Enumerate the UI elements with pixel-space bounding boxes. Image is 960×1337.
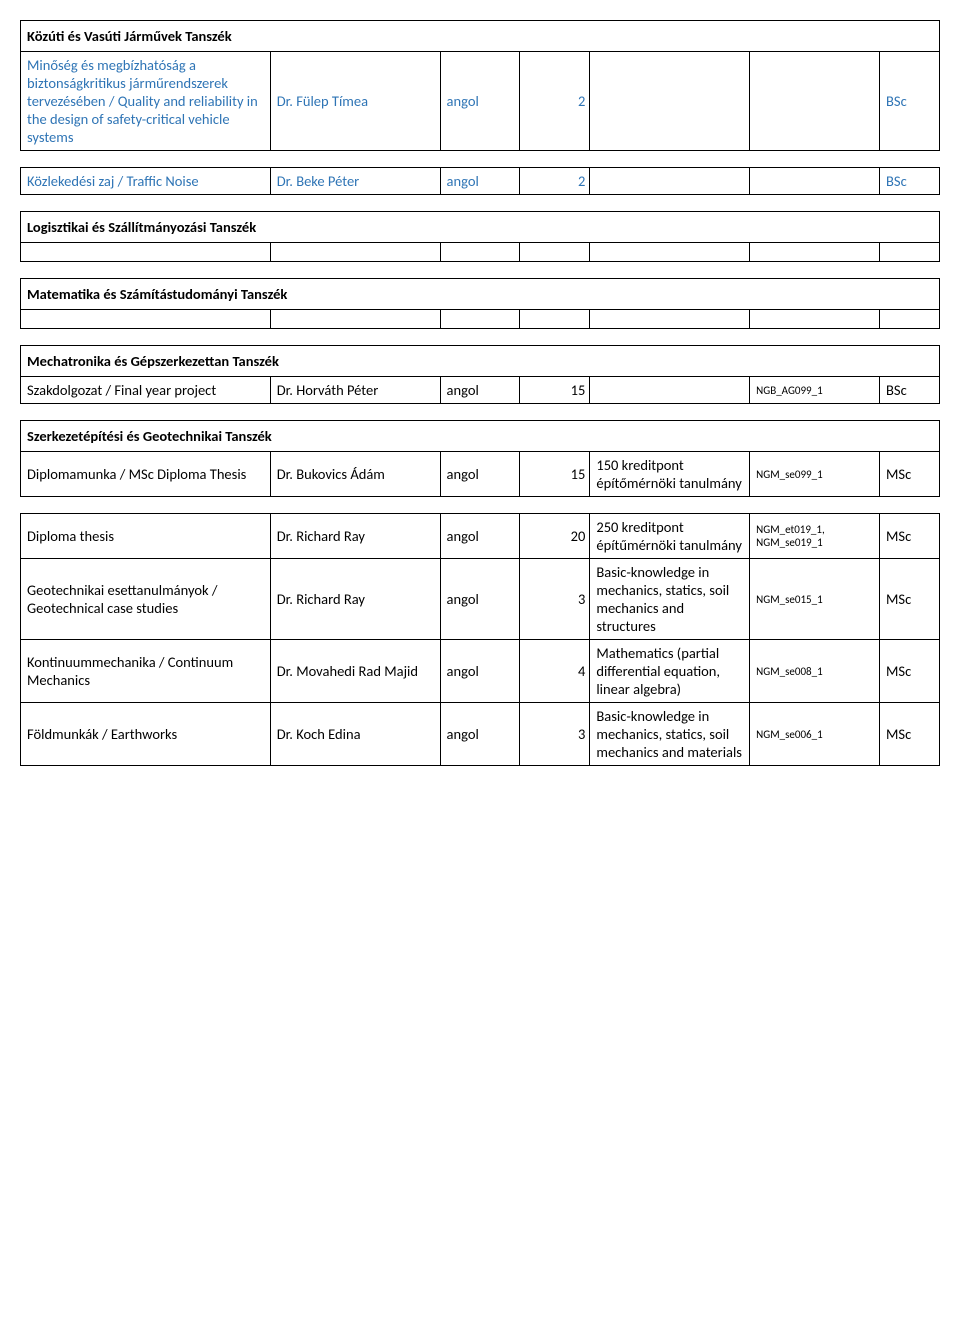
code-cell: NGM_se099_1 [750,452,880,497]
empty-row [21,243,940,262]
code-cell [750,168,880,195]
section-table: Logisztikai és Szállítmányozási Tanszék [20,211,940,262]
prereq-cell: Basic-knowledge in mechanics, statics, s… [590,559,750,640]
level-cell: MSc [880,559,940,640]
section-header-cell: Szerkezetépítési és Geotechnikai Tanszék [21,421,940,452]
section-table: Szerkezetépítési és Geotechnikai Tanszék… [20,420,940,497]
credit-cell: 3 [520,559,590,640]
prereq-cell: 150 kreditpont építőmérnöki tanulmány [590,452,750,497]
empty-cell [880,243,940,262]
lecturer-cell: Dr. Bukovics Ádám [270,452,440,497]
section-header-cell: Közúti és Vasúti Járművek Tanszék [21,21,940,52]
empty-cell [21,310,271,329]
credit-cell: 15 [520,377,590,404]
prereq-cell: 250 kreditpont építűmérnöki tanulmány [590,514,750,559]
table-row: Kontinuummechanika / Continuum Mechanics… [21,640,940,703]
empty-cell [590,243,750,262]
section-header-row: Matematika és Számítástudományi Tanszék [21,279,940,310]
code-cell [750,52,880,151]
empty-cell [270,243,440,262]
language-cell: angol [440,703,520,766]
table-row: Szakdolgozat / Final year projectDr. Hor… [21,377,940,404]
section-header-cell: Matematika és Számítástudományi Tanszék [21,279,940,310]
prereq-cell: Basic-knowledge in mechanics, statics, s… [590,703,750,766]
course-cell: Geotechnikai esettanulmányok / Geotechni… [21,559,271,640]
level-cell: BSc [880,377,940,404]
course-cell: Szakdolgozat / Final year project [21,377,271,404]
level-cell: MSc [880,514,940,559]
section-table: Közlekedési zaj / Traffic NoiseDr. Beke … [20,167,940,195]
code-cell: NGM_se015_1 [750,559,880,640]
course-cell: Közlekedési zaj / Traffic Noise [21,168,271,195]
section-header-row: Szerkezetépítési és Geotechnikai Tanszék [21,421,940,452]
code-cell: NGB_AG099_1 [750,377,880,404]
section-table: Matematika és Számítástudományi Tanszék [20,278,940,329]
prereq-cell [590,168,750,195]
table-row: Geotechnikai esettanulmányok / Geotechni… [21,559,940,640]
empty-cell [21,243,271,262]
prereq-cell [590,377,750,404]
empty-cell [590,310,750,329]
level-cell: MSc [880,452,940,497]
section-table: Mechatronika és Gépszerkezettan TanszékS… [20,345,940,404]
level-cell: MSc [880,640,940,703]
language-cell: angol [440,52,520,151]
lecturer-cell: Dr. Movahedi Rad Majid [270,640,440,703]
credit-cell: 2 [520,52,590,151]
language-cell: angol [440,452,520,497]
credit-cell: 15 [520,452,590,497]
lecturer-cell: Dr. Fülep Tímea [270,52,440,151]
credit-cell: 3 [520,703,590,766]
language-cell: angol [440,377,520,404]
code-cell: NGM_se006_1 [750,703,880,766]
empty-cell [270,310,440,329]
empty-cell [440,243,520,262]
lecturer-cell: Dr. Richard Ray [270,514,440,559]
empty-row [21,310,940,329]
empty-cell [880,310,940,329]
document-root: Közúti és Vasúti Járművek TanszékMinőség… [20,20,940,766]
lecturer-cell: Dr. Koch Edina [270,703,440,766]
table-row: Diploma thesisDr. Richard Rayangol20250 … [21,514,940,559]
empty-cell [520,310,590,329]
table-row: Minőség és megbízhatóság a biztonságkrit… [21,52,940,151]
section-header-cell: Mechatronika és Gépszerkezettan Tanszék [21,346,940,377]
credit-cell: 2 [520,168,590,195]
language-cell: angol [440,640,520,703]
empty-cell [440,310,520,329]
lecturer-cell: Dr. Horváth Péter [270,377,440,404]
table-row: Diplomamunka / MSc Diploma ThesisDr. Buk… [21,452,940,497]
lecturer-cell: Dr. Beke Péter [270,168,440,195]
section-header-row: Közúti és Vasúti Járművek Tanszék [21,21,940,52]
empty-cell [750,310,880,329]
course-cell: Diplomamunka / MSc Diploma Thesis [21,452,271,497]
section-header-row: Logisztikai és Szállítmányozási Tanszék [21,212,940,243]
section-table: Közúti és Vasúti Járművek TanszékMinőség… [20,20,940,151]
course-cell: Diploma thesis [21,514,271,559]
level-cell: BSc [880,52,940,151]
section-header-row: Mechatronika és Gépszerkezettan Tanszék [21,346,940,377]
level-cell: MSc [880,703,940,766]
prereq-cell: Mathematics (partial differential equati… [590,640,750,703]
empty-cell [750,243,880,262]
course-cell: Minőség és megbízhatóság a biztonságkrit… [21,52,271,151]
credit-cell: 4 [520,640,590,703]
course-cell: Földmunkák / Earthworks [21,703,271,766]
language-cell: angol [440,514,520,559]
lecturer-cell: Dr. Richard Ray [270,559,440,640]
table-row: Földmunkák / EarthworksDr. Koch Edinaang… [21,703,940,766]
course-cell: Kontinuummechanika / Continuum Mechanics [21,640,271,703]
level-cell: BSc [880,168,940,195]
language-cell: angol [440,168,520,195]
credit-cell: 20 [520,514,590,559]
section-header-cell: Logisztikai és Szállítmányozási Tanszék [21,212,940,243]
table-row: Közlekedési zaj / Traffic NoiseDr. Beke … [21,168,940,195]
prereq-cell [590,52,750,151]
empty-cell [520,243,590,262]
code-cell: NGM_et019_1, NGM_se019_1 [750,514,880,559]
section-table: Diploma thesisDr. Richard Rayangol20250 … [20,513,940,766]
code-cell: NGM_se008_1 [750,640,880,703]
language-cell: angol [440,559,520,640]
